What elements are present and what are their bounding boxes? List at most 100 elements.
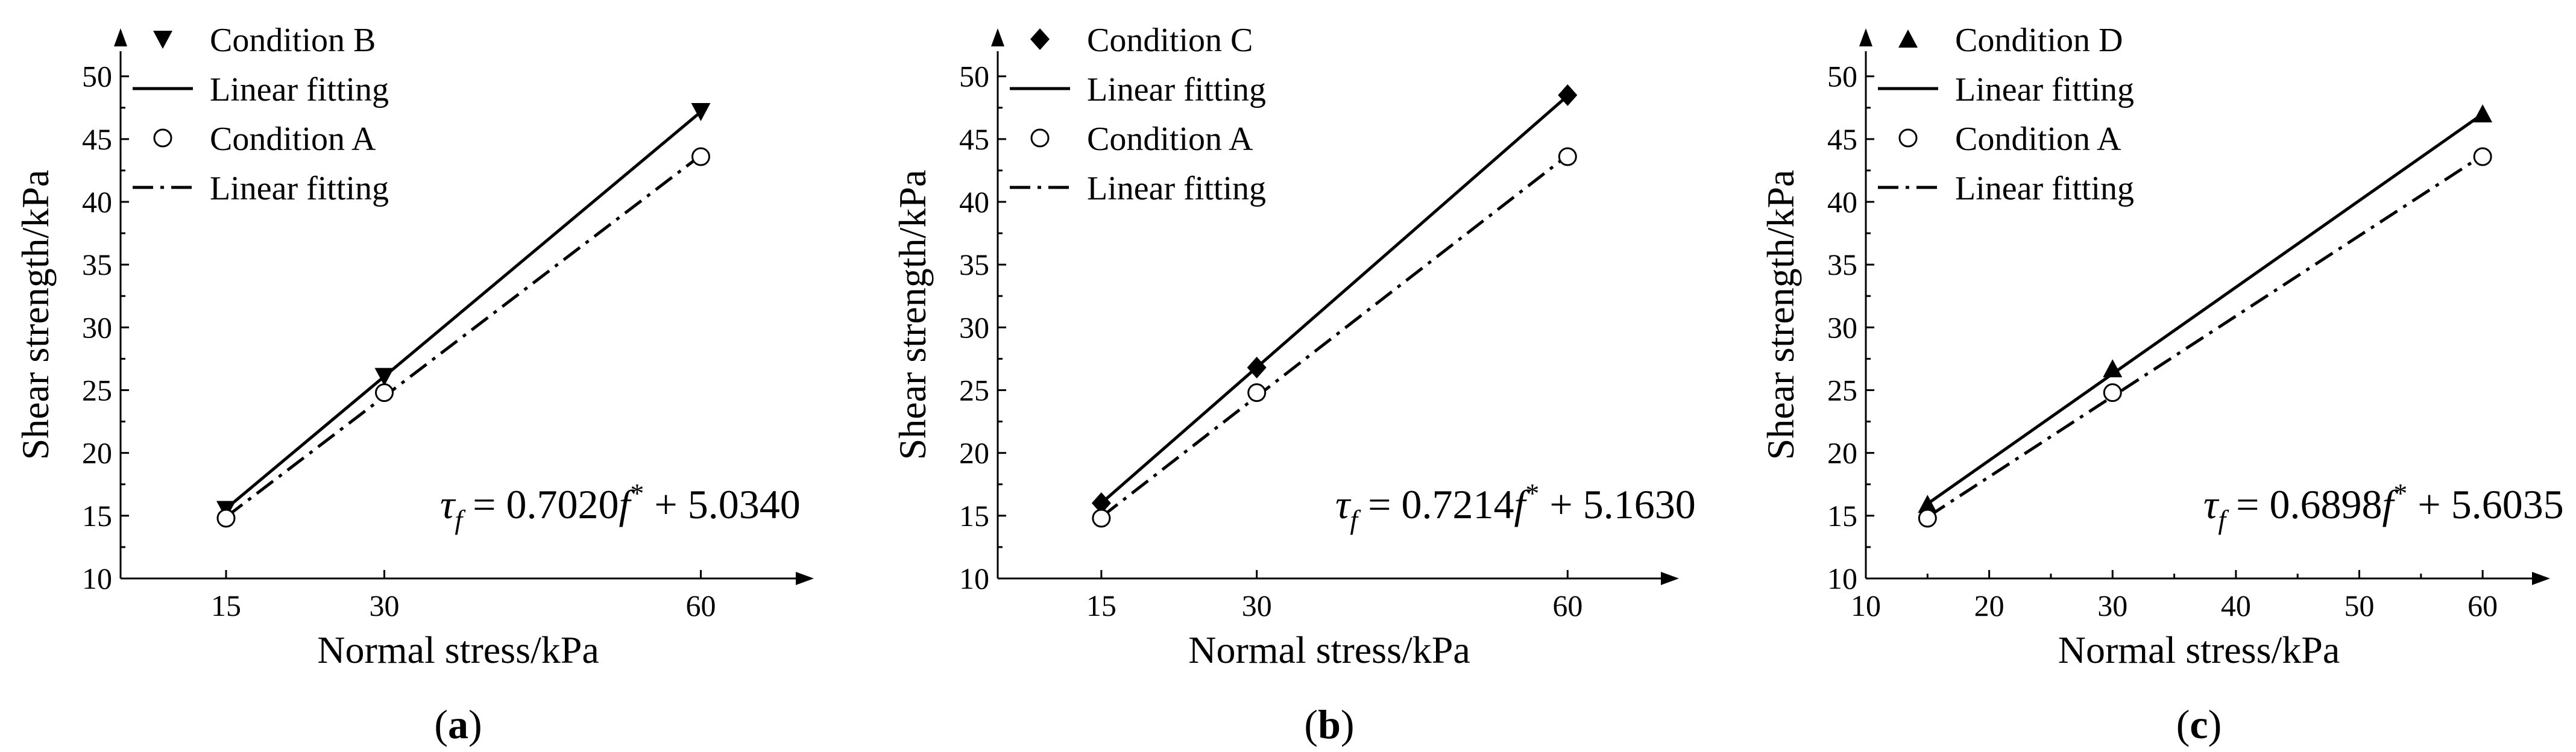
data-point-diamond <box>1247 357 1267 378</box>
legend-marker <box>153 31 172 49</box>
data-point-circle <box>2103 383 2122 403</box>
y-tick-label: 35 <box>959 248 989 281</box>
data-point-triangle-up <box>2473 104 2493 123</box>
legend-label: Linear fitting <box>210 170 389 207</box>
y-tick-label: 45 <box>959 122 989 156</box>
y-tick-label: 40 <box>1827 185 1857 219</box>
x-tick-label: 50 <box>2345 589 2375 622</box>
legend-label: Linear fitting <box>1087 71 1266 108</box>
data-point-circle <box>375 383 394 403</box>
legend-label: Linear fitting <box>1087 170 1266 207</box>
x-tick-label: 60 <box>1552 589 1582 622</box>
fit-line-solid <box>1926 113 2484 506</box>
data-point-circle <box>1092 509 1111 528</box>
data-point-circle <box>1558 147 1577 166</box>
y-tick-label: 30 <box>959 310 989 344</box>
panel-label: (a) <box>434 701 482 747</box>
fit-line-solid <box>225 110 702 510</box>
y-tick-label: 50 <box>1827 60 1857 93</box>
legend-label: Linear fitting <box>1955 71 2134 108</box>
legend-marker <box>153 128 172 148</box>
legend-label: Condition A <box>1955 121 2121 158</box>
x-tick-label: 15 <box>1086 589 1116 622</box>
y-tick-label: 20 <box>82 436 112 470</box>
y-tick-label: 10 <box>959 562 989 595</box>
legend-label: Linear fitting <box>1955 170 2134 207</box>
y-axis-arrow <box>991 28 1004 46</box>
x-tick-label: 30 <box>1242 589 1272 622</box>
y-tick-label: 10 <box>82 562 112 595</box>
legend-marker <box>1898 128 1918 148</box>
y-tick-label: 50 <box>82 60 112 93</box>
fit-line-dashdot <box>1926 154 2484 519</box>
legend-label: Condition C <box>1087 22 1253 59</box>
y-tick-label: 20 <box>1827 436 1857 470</box>
data-point-circle <box>1247 383 1267 403</box>
legend-marker <box>1030 28 1050 50</box>
data-point-circle <box>216 509 236 528</box>
equation-annotation: τf = 0.7020f* + 5.0340 <box>440 478 801 535</box>
y-axis-arrow <box>114 28 127 46</box>
y-tick-label: 30 <box>1827 310 1857 344</box>
y-tick-label: 15 <box>959 499 989 533</box>
equation-annotation: τf = 0.6898f* + 5.6035 <box>2203 478 2564 535</box>
y-tick-label: 35 <box>82 248 112 281</box>
fit-line-solid <box>1100 95 1569 504</box>
data-point-triangle-down <box>691 103 711 121</box>
data-point-circle <box>691 147 710 166</box>
fit-line-dashdot <box>1100 154 1569 518</box>
x-tick-label: 60 <box>686 589 716 622</box>
panel-c: 10 15 20 25 30 35 40 45 50 10 20 30 40 50 60 Normal str… <box>1759 22 2564 747</box>
x-tick-label: 20 <box>1974 589 2004 622</box>
y-tick-label: 40 <box>82 185 112 219</box>
x-axis-title: Normal stress/kPa <box>317 628 599 671</box>
y-tick-label: 45 <box>82 122 112 156</box>
panel-a: 10 15 20 25 30 35 40 45 50 15 30 60 Normal stress/kP… <box>14 22 814 747</box>
legend-marker <box>1030 128 1050 148</box>
y-tick-label: 20 <box>959 436 989 470</box>
data-point-diamond <box>1558 84 1578 106</box>
y-tick-label: 10 <box>1827 562 1857 595</box>
y-tick-label: 40 <box>959 185 989 219</box>
data-point-circle <box>2473 147 2492 166</box>
legend-label: Linear fitting <box>210 71 389 108</box>
x-axis-arrow <box>796 572 814 585</box>
data-point-triangle-down <box>374 368 394 386</box>
data-point-diamond <box>1091 492 1111 514</box>
y-axis-title: Shear strength/kPa <box>14 170 57 460</box>
x-axis-title: Normal stress/kPa <box>1188 628 1470 671</box>
panel-b: 10 15 20 25 30 35 40 45 50 15 30 60 Normal stress/kP… <box>891 22 1696 747</box>
legend-label: Condition B <box>210 22 376 59</box>
y-axis-title: Shear strength/kPa <box>1759 170 1802 460</box>
legend-marker <box>1898 30 1918 48</box>
y-tick-label: 15 <box>82 499 112 533</box>
x-axis-arrow <box>2532 572 2550 585</box>
y-tick-label: 45 <box>1827 122 1857 156</box>
y-tick-label: 35 <box>1827 248 1857 281</box>
y-tick-label: 15 <box>1827 499 1857 533</box>
panel-label: (c) <box>2176 701 2222 747</box>
data-point-triangle-up <box>2103 359 2123 378</box>
y-tick-label: 25 <box>82 374 112 407</box>
legend-label: Condition A <box>1087 121 1253 158</box>
y-axis-title: Shear strength/kPa <box>891 170 934 460</box>
panel-label: (b) <box>1304 701 1354 747</box>
x-tick-label: 60 <box>2467 589 2498 622</box>
y-axis-arrow <box>1859 28 1872 46</box>
fit-line-dashdot <box>225 154 702 518</box>
data-point-triangle-up <box>1918 495 1938 513</box>
x-tick-label: 10 <box>1851 589 1881 622</box>
x-axis-arrow <box>1661 572 1679 585</box>
x-tick-label: 40 <box>2221 589 2251 622</box>
y-tick-label: 50 <box>959 60 989 93</box>
equation-annotation: τf = 0.7214f* + 5.1630 <box>1335 478 1696 535</box>
x-axis-title: Normal stress/kPa <box>2058 628 2340 671</box>
legend-label: Condition A <box>210 121 376 158</box>
x-tick-label: 15 <box>211 589 241 622</box>
legend-label: Condition D <box>1955 22 2123 59</box>
y-tick-label: 25 <box>1827 374 1857 407</box>
x-tick-label: 30 <box>370 589 400 622</box>
y-tick-label: 30 <box>82 310 112 344</box>
y-tick-label: 25 <box>959 374 989 407</box>
